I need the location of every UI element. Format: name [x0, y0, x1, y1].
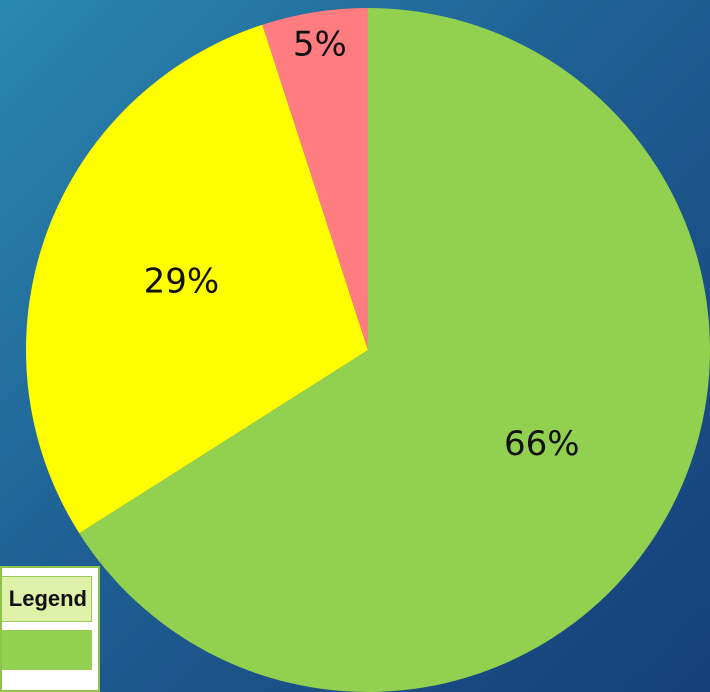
- pie-slice-2: [26, 24, 369, 534]
- slice-label-1: 66%: [504, 424, 580, 464]
- legend-title: Legend: [2, 576, 92, 622]
- slice-label-3: 5%: [293, 24, 347, 64]
- pie-labels: 66% 29% 5%: [144, 24, 580, 464]
- pie-slice-1: [79, 8, 710, 692]
- legend-swatch: [2, 630, 92, 670]
- legend: Legend: [0, 566, 100, 692]
- pie-slice-3: [262, 8, 368, 350]
- pie-slices: [26, 8, 710, 692]
- slice-label-2: 29%: [144, 261, 220, 301]
